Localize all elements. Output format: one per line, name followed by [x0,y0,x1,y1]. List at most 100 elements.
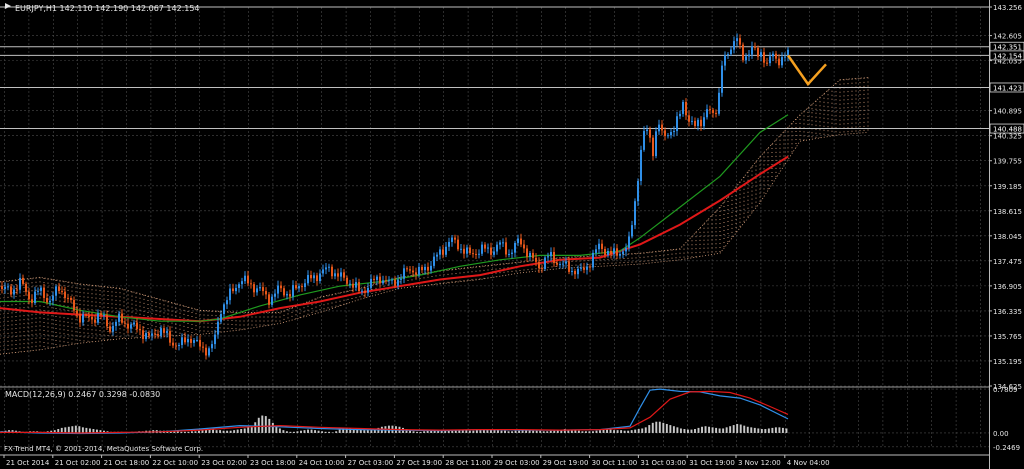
candle-body [241,281,243,285]
macd-histogram-bar [247,427,250,433]
candle-body [712,109,714,113]
candle-body [778,58,780,66]
candle-body [352,283,354,288]
candle-body [409,269,411,271]
candle-body [49,300,51,303]
candle-body [493,251,495,255]
candle-body [661,124,663,131]
price-tick-label: 138.615 [993,208,1022,216]
price-tick-label: 134.625 [993,383,1022,391]
candle-body [544,257,546,270]
price-marker-box [989,50,1024,61]
macd-histogram-bar [257,417,260,433]
candle-body [703,117,705,127]
price-tick-label: 140.895 [993,108,1022,116]
macd-histogram-bar [342,428,345,433]
candle-body [691,120,693,122]
candle-body [571,270,573,272]
macd-histogram-bar [634,429,637,433]
candle-body [262,287,264,292]
time-tick-label: 24 Oct 10:00 [299,459,345,467]
candle-body [580,267,582,269]
candle-body [157,334,159,336]
candle-body [658,124,660,132]
macd-histogram-bar [781,427,784,433]
macd-histogram-bar [690,429,693,433]
macd-histogram-bar [201,430,204,433]
candle-body [28,291,30,300]
macd-histogram-bar [447,430,450,433]
candle-body [478,253,480,255]
macd-histogram-bar [767,428,770,433]
candle-body [589,266,591,268]
candle-body [325,267,327,270]
candle-body [688,115,690,122]
price-candles [1,33,789,360]
macd-tick-label: -0.2469 [993,444,1020,452]
macd-tick-label: 0.7809 [993,386,1018,394]
macd-histogram-bar [205,429,207,433]
candle-body [472,253,474,255]
candle-body [265,291,267,295]
candle-body [91,316,93,320]
candle-body [226,300,228,305]
candle-body [148,333,150,336]
macd-histogram-bar [613,430,616,433]
candle-body [373,278,375,280]
macd-histogram-bar [489,429,492,433]
macd-histogram-bar [78,426,81,433]
macd-histogram-bar [595,430,598,433]
macd-histogram-bar [451,429,454,433]
candle-body [463,248,465,254]
candle-body [229,288,231,301]
candle-body [97,313,99,323]
candle-body [388,279,390,281]
macd-histogram-bar [190,431,193,433]
candle-body [73,299,75,311]
candle-body [700,119,702,127]
candle-body [211,344,213,349]
macd-tick-label: 0.00 [993,430,1009,438]
macd-histogram-bar [74,425,77,433]
macd-histogram-bar [774,427,777,433]
candle-body [487,247,489,249]
macd-histogram-bar [760,429,763,433]
candle-body [124,322,126,324]
macd-histogram-bar [683,429,686,433]
price-tick-label: 135.765 [993,333,1022,341]
candle-body [556,262,558,265]
macd-histogram-bar [602,429,605,433]
candle-body [502,242,504,244]
macd-histogram-bar [609,429,612,433]
candle-body [757,47,759,57]
candle-body [64,291,66,298]
candle-body [454,237,456,240]
candle-body [187,338,189,343]
candle-body [535,257,537,262]
candle-body [112,325,114,332]
horizontal-lines[interactable] [0,6,989,130]
macd-histogram-bar [753,427,756,433]
time-tick-label: 3 Nov 12:00 [738,459,781,467]
macd-histogram-bar [514,430,517,433]
macd-histogram-bar [324,431,327,433]
time-tick-label: 29 Oct 19:00 [543,459,589,467]
candle-body [244,275,246,282]
candle-body [214,334,216,345]
candle-body [754,46,756,48]
macd-histogram-bar [472,430,475,433]
candle-body [238,284,240,288]
candle-body [514,242,516,253]
macd-histogram-bar [240,429,243,433]
price-marker-box [989,123,1024,134]
macd-histogram-bar [662,422,665,433]
candle-body [667,135,669,137]
macd-histogram-bar [725,427,728,433]
candle-body [442,249,444,255]
macd-histogram-bar [88,428,91,433]
macd-histogram-bar [535,430,538,433]
macd-histogram-bar [183,431,186,433]
candle-body [346,277,348,284]
macd-histogram-bar [511,431,514,433]
